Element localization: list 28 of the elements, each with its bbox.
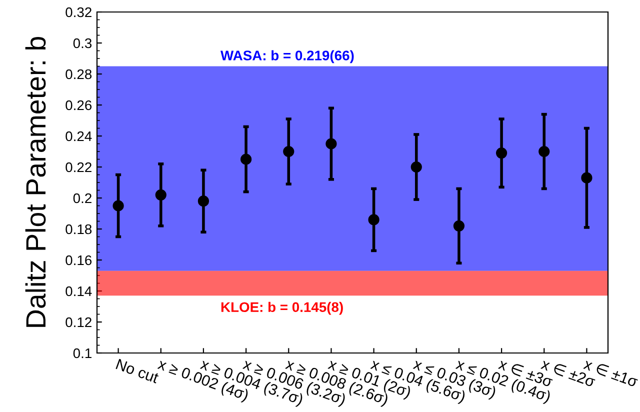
point — [453, 220, 465, 232]
y-tick-label: 0.28 — [66, 69, 92, 80]
y-tick-label: 0.1 — [73, 348, 92, 358]
y-tick-label: 0.26 — [66, 100, 92, 110]
point — [155, 189, 166, 200]
x-tick-label: No cut — [116, 358, 160, 384]
y-tick-label: 0.3 — [73, 38, 92, 48]
y-tick-label: 0.12 — [66, 317, 92, 328]
y-tick-label: 0.16 — [66, 255, 92, 266]
point — [410, 161, 422, 173]
point — [368, 214, 380, 226]
point — [112, 200, 124, 212]
y-tick-label: 0.32 — [66, 7, 92, 18]
band-label: WASA: b = 0.219(66) — [220, 50, 354, 64]
y-tick-label: 0.14 — [66, 286, 92, 296]
point — [198, 196, 210, 207]
point — [538, 146, 550, 158]
y-tick-label: 0.18 — [66, 224, 92, 234]
point — [326, 138, 337, 150]
y-axis-title: Dalitz Plot Parameter: b — [25, 36, 46, 327]
point — [496, 147, 508, 159]
point — [581, 172, 592, 184]
point — [283, 146, 294, 158]
y-tick-label: 0.24 — [66, 131, 92, 142]
band-label: KLOE: b = 0.145(8) — [221, 302, 343, 315]
y-tick-label: 0.2 — [73, 193, 92, 204]
point — [240, 154, 252, 165]
y-tick-label: 0.22 — [66, 162, 92, 172]
